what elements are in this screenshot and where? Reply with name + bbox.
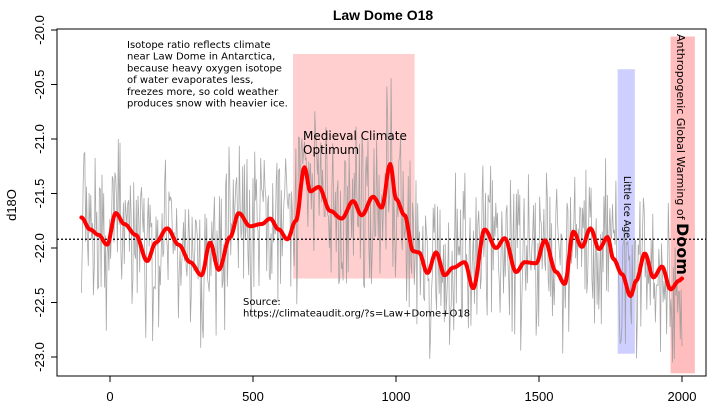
y-tick-label: -21.0: [32, 124, 47, 154]
description-line: because heavy oxygen isotope: [127, 63, 282, 74]
x-tick-label: 2000: [668, 389, 697, 404]
smoothed-series: [79, 162, 684, 298]
description-line: of water evaporates less,: [127, 75, 253, 86]
y-axis: -20.0 -20.5 -21.0 -21.5 -22.0 -22.5 -23.0: [32, 15, 57, 372]
x-axis: 0 500 1000 1500 2000: [106, 376, 696, 404]
agw-label-doom: Doom: [673, 223, 692, 275]
y-tick-label: -23.0: [32, 342, 47, 372]
description-line: produces snow with heavier ice.: [127, 99, 288, 110]
region-label-medieval-climate-optimum: Optimum: [303, 143, 359, 157]
region-label-medieval-climate-optimum: Medieval Climate: [303, 129, 407, 143]
y-axis-label: d18O: [4, 189, 19, 221]
source-line: Source:: [243, 297, 281, 308]
agw-label-prefix: Anthropogenic Global Warming of: [674, 34, 687, 223]
region-label-little-ice-age: Little Ice Age: [621, 176, 632, 238]
y-tick-label: -22.0: [32, 233, 47, 263]
x-tick-label: 0: [106, 389, 113, 404]
y-tick-label: -20.0: [32, 15, 47, 45]
region-label-agw: Anthropogenic Global Warming of Doom: [673, 34, 692, 275]
x-tick-label: 1500: [525, 389, 554, 404]
x-tick-label: 1000: [382, 389, 411, 404]
y-tick-label: -20.5: [32, 70, 47, 100]
x-tick-label: 500: [242, 389, 264, 404]
chart-title: Law Dome O18: [333, 7, 434, 23]
smoothed-series-line: [79, 162, 684, 298]
y-tick-label: -22.5: [32, 288, 47, 318]
y-tick-label: -21.5: [32, 179, 47, 209]
source-annotation: Source:https://climateaudit.org/?s=Law+D…: [243, 297, 470, 320]
description-line: freezes more, so cold weather: [127, 87, 279, 98]
plot-frame: [56, 28, 707, 377]
description-line: near Law Dome in Antarctica,: [127, 52, 275, 63]
shaded-regions: [293, 36, 695, 374]
source-line: https://climateaudit.org/?s=Law+Dome+O18: [243, 309, 470, 320]
description-line: Isotope ratio reflects climate: [127, 40, 271, 51]
